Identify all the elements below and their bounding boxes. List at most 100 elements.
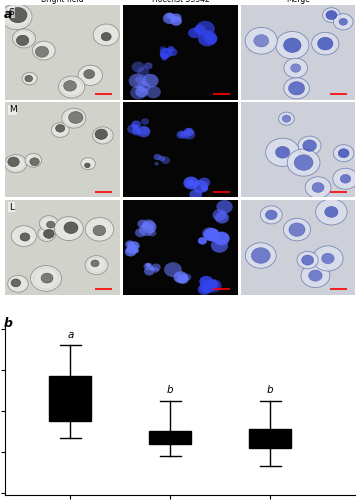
Circle shape (20, 233, 30, 241)
Circle shape (204, 32, 214, 42)
Circle shape (180, 130, 190, 139)
Circle shape (201, 284, 211, 293)
Circle shape (183, 176, 199, 190)
Text: b: b (4, 317, 13, 330)
Circle shape (101, 32, 111, 41)
Circle shape (204, 34, 217, 44)
Circle shape (95, 129, 107, 140)
Circle shape (25, 76, 33, 82)
Circle shape (198, 284, 211, 295)
Circle shape (137, 67, 149, 77)
Text: M: M (9, 105, 17, 114)
Circle shape (284, 58, 308, 78)
Circle shape (160, 48, 172, 58)
Circle shape (33, 41, 55, 60)
Circle shape (289, 223, 305, 236)
Text: a: a (67, 330, 74, 340)
Circle shape (132, 124, 139, 130)
Circle shape (62, 108, 86, 128)
Circle shape (168, 46, 174, 52)
Circle shape (211, 238, 228, 252)
Circle shape (39, 216, 58, 232)
Circle shape (251, 248, 270, 264)
Circle shape (125, 247, 136, 256)
Title: Merge: Merge (286, 0, 310, 4)
Circle shape (38, 226, 56, 242)
Circle shape (125, 240, 135, 248)
Circle shape (279, 112, 294, 125)
Circle shape (206, 280, 219, 290)
Circle shape (8, 157, 19, 166)
Circle shape (177, 130, 186, 137)
Circle shape (137, 81, 150, 92)
Circle shape (198, 178, 210, 188)
Circle shape (78, 65, 102, 86)
Circle shape (160, 46, 166, 52)
Circle shape (339, 18, 348, 26)
Circle shape (199, 276, 213, 287)
Circle shape (137, 126, 150, 138)
Circle shape (266, 138, 300, 166)
Circle shape (276, 32, 309, 59)
Circle shape (301, 264, 330, 287)
Circle shape (316, 199, 347, 225)
Circle shape (198, 237, 207, 244)
Circle shape (312, 182, 324, 192)
Circle shape (303, 140, 317, 151)
Circle shape (144, 62, 153, 70)
Circle shape (84, 163, 90, 168)
Circle shape (283, 218, 311, 241)
Circle shape (188, 28, 201, 38)
Text: b: b (267, 386, 274, 396)
Circle shape (161, 156, 170, 164)
Circle shape (154, 154, 161, 160)
Circle shape (163, 13, 176, 24)
Circle shape (135, 76, 143, 83)
Circle shape (284, 78, 309, 99)
Circle shape (47, 221, 55, 228)
Circle shape (129, 244, 137, 251)
Circle shape (245, 28, 278, 54)
Circle shape (198, 30, 217, 46)
Circle shape (275, 146, 290, 158)
Circle shape (202, 228, 217, 239)
Circle shape (298, 136, 321, 155)
Circle shape (127, 124, 139, 134)
Circle shape (173, 272, 188, 283)
Circle shape (93, 24, 119, 46)
Circle shape (130, 86, 146, 100)
Circle shape (208, 280, 217, 287)
Circle shape (135, 228, 146, 237)
Circle shape (176, 132, 186, 139)
Circle shape (22, 72, 37, 85)
Circle shape (56, 124, 65, 132)
Circle shape (93, 127, 113, 144)
Circle shape (148, 230, 157, 236)
Circle shape (291, 64, 301, 72)
Circle shape (131, 120, 141, 128)
Circle shape (160, 52, 167, 58)
Circle shape (177, 274, 189, 284)
Circle shape (305, 177, 331, 198)
Circle shape (127, 242, 134, 248)
Circle shape (132, 62, 145, 72)
Circle shape (318, 38, 333, 50)
Circle shape (145, 263, 151, 268)
Circle shape (126, 244, 138, 254)
Circle shape (84, 70, 95, 78)
Circle shape (139, 126, 150, 135)
Circle shape (85, 256, 108, 274)
Circle shape (64, 80, 76, 91)
Circle shape (338, 148, 349, 158)
Circle shape (146, 86, 161, 98)
Circle shape (144, 262, 153, 270)
Circle shape (260, 206, 282, 224)
Circle shape (146, 263, 151, 268)
Circle shape (93, 226, 106, 235)
Circle shape (129, 74, 146, 88)
Circle shape (129, 242, 140, 250)
Circle shape (81, 158, 95, 170)
Circle shape (289, 82, 305, 95)
Circle shape (142, 74, 159, 88)
Circle shape (322, 8, 340, 22)
